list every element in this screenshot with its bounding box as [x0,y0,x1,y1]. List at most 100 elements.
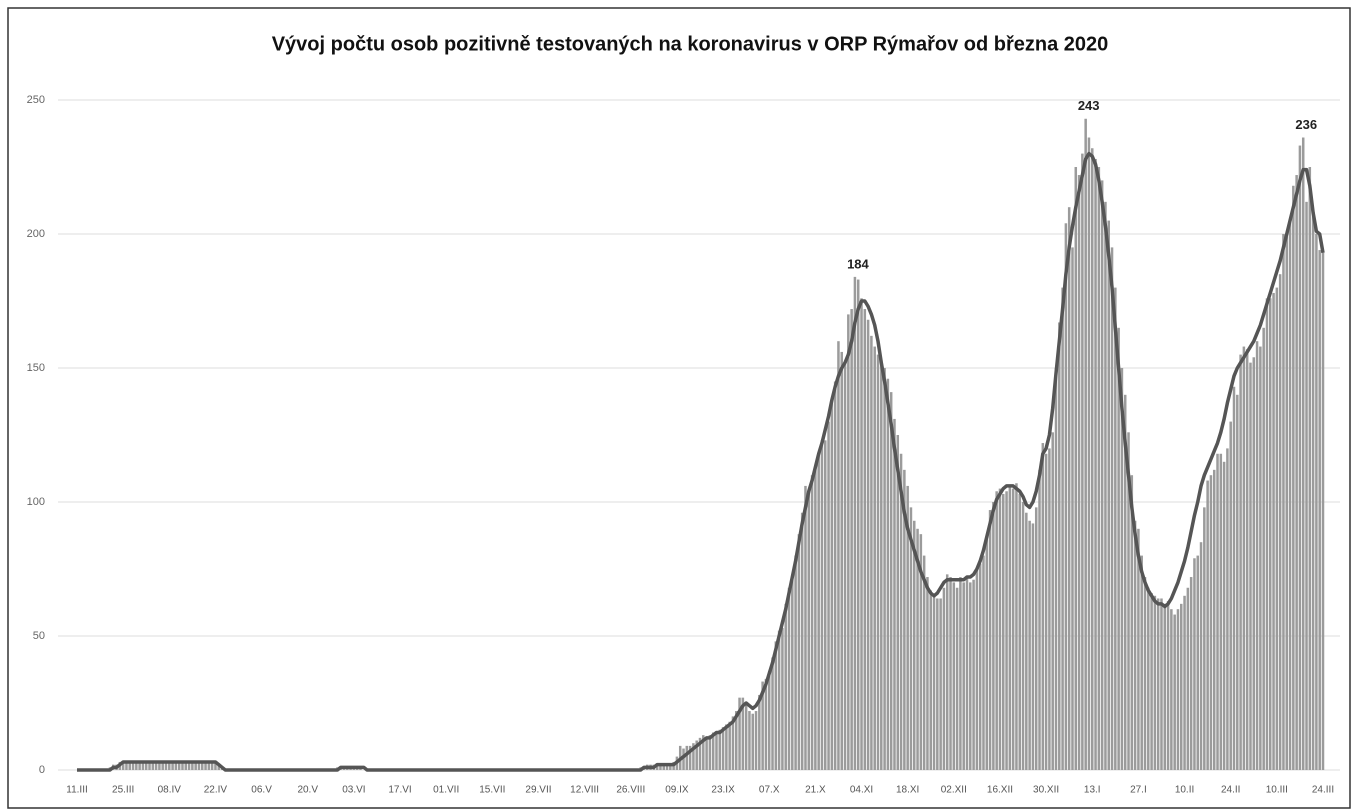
bar [1011,488,1015,770]
bar [903,469,906,770]
bar [959,577,962,770]
x-tick-label: 18.XI [896,785,919,796]
bar [1117,327,1120,770]
bar [1199,542,1203,770]
x-tick-label: 26.VIII [616,785,645,796]
bar [144,761,148,770]
bar [797,534,801,770]
bar [1183,595,1186,770]
bar [926,577,929,770]
bar [1133,520,1137,770]
bar [669,764,672,770]
bar [201,761,204,770]
bar [969,582,972,770]
bar [1147,587,1150,770]
bar [125,761,128,770]
bar [1041,443,1045,770]
bar [1038,469,1041,770]
bar [1170,609,1173,770]
bar [1005,491,1008,770]
bar [1104,201,1107,771]
bar [1252,357,1256,770]
bar [135,761,138,770]
bar [659,764,662,770]
bar [1245,349,1249,770]
bar [1176,609,1180,770]
bar [1140,555,1143,770]
bar [1196,555,1199,770]
x-tick-label: 03.VI [342,785,365,796]
bar [814,467,817,770]
bar [1008,485,1012,770]
x-tick-label: 23.IX [711,785,735,796]
bar [161,761,164,770]
bar [870,335,873,770]
bar [744,703,748,770]
bar [906,485,909,770]
bar [1153,595,1157,770]
bar [837,341,840,770]
bar [735,711,738,770]
bar [217,764,220,770]
bar [767,670,771,770]
bar [1061,287,1064,770]
bar [820,440,824,770]
bar [1120,368,1124,770]
bar [1298,145,1302,770]
x-tick-label: 07.X [759,785,780,796]
bar [1028,520,1031,770]
x-tick-label: 08.IV [158,785,182,796]
peak-label: 243 [1078,98,1100,113]
bar [1236,394,1239,770]
bar [1091,148,1094,771]
bar [972,579,975,770]
x-tick-label: 09.IX [665,785,689,796]
bar [840,351,843,770]
bar [168,761,171,770]
bar [718,729,722,770]
bar [1285,236,1288,770]
bar [177,761,181,770]
bar [1163,603,1167,770]
bar [992,502,995,770]
bar [1077,175,1081,771]
bar [1311,209,1315,770]
x-tick-label: 02.XII [941,785,967,796]
bar [1034,507,1038,770]
bar [1081,153,1084,771]
bar [698,737,702,770]
bar [1239,354,1242,770]
bar [1097,167,1101,770]
bar [210,761,214,770]
bar [998,488,1002,770]
bar [748,711,751,770]
bar [1232,386,1236,770]
bar [978,563,982,770]
bar [128,761,131,770]
x-tick-label: 20.V [297,785,318,796]
bar [191,761,194,770]
bar [141,761,145,770]
y-tick-label: 200 [27,228,45,240]
bar [758,694,761,770]
bar [843,362,847,770]
x-tick-label: 04.XI [850,785,873,796]
bar [873,346,876,770]
bar [1100,180,1104,770]
bar [1308,167,1312,770]
bar [131,761,135,770]
bar [899,453,903,770]
x-tick-label: 16.XII [987,785,1013,796]
bar [985,536,989,770]
bar [731,716,735,770]
bar [1002,493,1005,770]
bar [945,574,949,770]
bar [1114,287,1117,770]
bar [1249,362,1252,770]
bar [1156,598,1160,770]
bar [794,555,797,770]
bar [1189,577,1193,770]
bar [975,569,979,770]
bar [1278,274,1282,770]
bar [1242,346,1246,770]
